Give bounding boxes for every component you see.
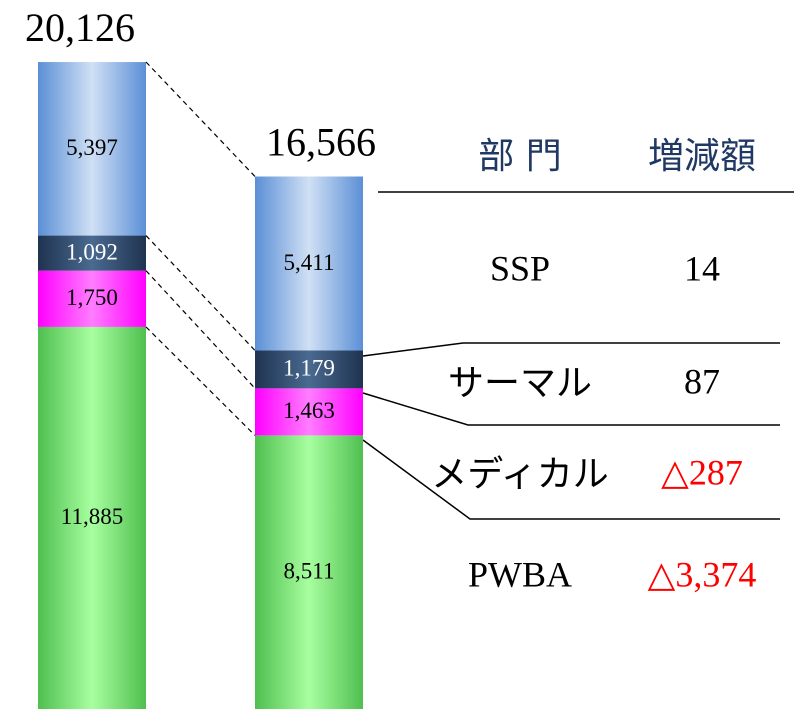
segment-label: 5,411 bbox=[284, 250, 335, 275]
total-label: 16,566 bbox=[266, 120, 376, 165]
segment-label: 8,511 bbox=[284, 558, 335, 583]
bar-segment bbox=[38, 235, 146, 271]
bracket-line bbox=[362, 439, 780, 520]
segment-label: 1,179 bbox=[283, 356, 335, 381]
bar-segment bbox=[255, 176, 363, 351]
segment-label: 1,750 bbox=[66, 285, 118, 310]
row-change: △287 bbox=[661, 452, 743, 492]
row-name: PWBA bbox=[468, 554, 572, 594]
segment-label: 5,397 bbox=[66, 135, 118, 160]
segment-label: 1,463 bbox=[283, 398, 335, 423]
row-name: SSP bbox=[490, 248, 550, 288]
table-header: 増減額 bbox=[648, 136, 756, 177]
bar-segment bbox=[255, 435, 363, 709]
connector bbox=[145, 61, 256, 177]
bracket-line bbox=[362, 392, 780, 426]
segment-label: 11,885 bbox=[61, 504, 123, 529]
row-change: △3,374 bbox=[648, 554, 757, 594]
row-change: 87 bbox=[684, 361, 720, 401]
connector bbox=[145, 326, 256, 436]
table-header: 部 門 bbox=[478, 136, 561, 177]
segment-label: 1,092 bbox=[66, 239, 118, 264]
row-name: サーマル bbox=[448, 363, 592, 404]
bar-segment bbox=[38, 62, 146, 236]
table-lines bbox=[362, 191, 794, 520]
bar-segment bbox=[255, 350, 363, 389]
row-change: 14 bbox=[684, 248, 720, 288]
connector bbox=[145, 235, 256, 351]
bar-segment bbox=[255, 388, 363, 436]
bar-segment bbox=[38, 326, 146, 709]
total-label: 20,126 bbox=[25, 5, 135, 50]
connector bbox=[145, 270, 256, 389]
row-name: メディカル bbox=[431, 454, 608, 495]
bracket-line bbox=[362, 342, 780, 357]
bar-segment bbox=[38, 270, 146, 327]
